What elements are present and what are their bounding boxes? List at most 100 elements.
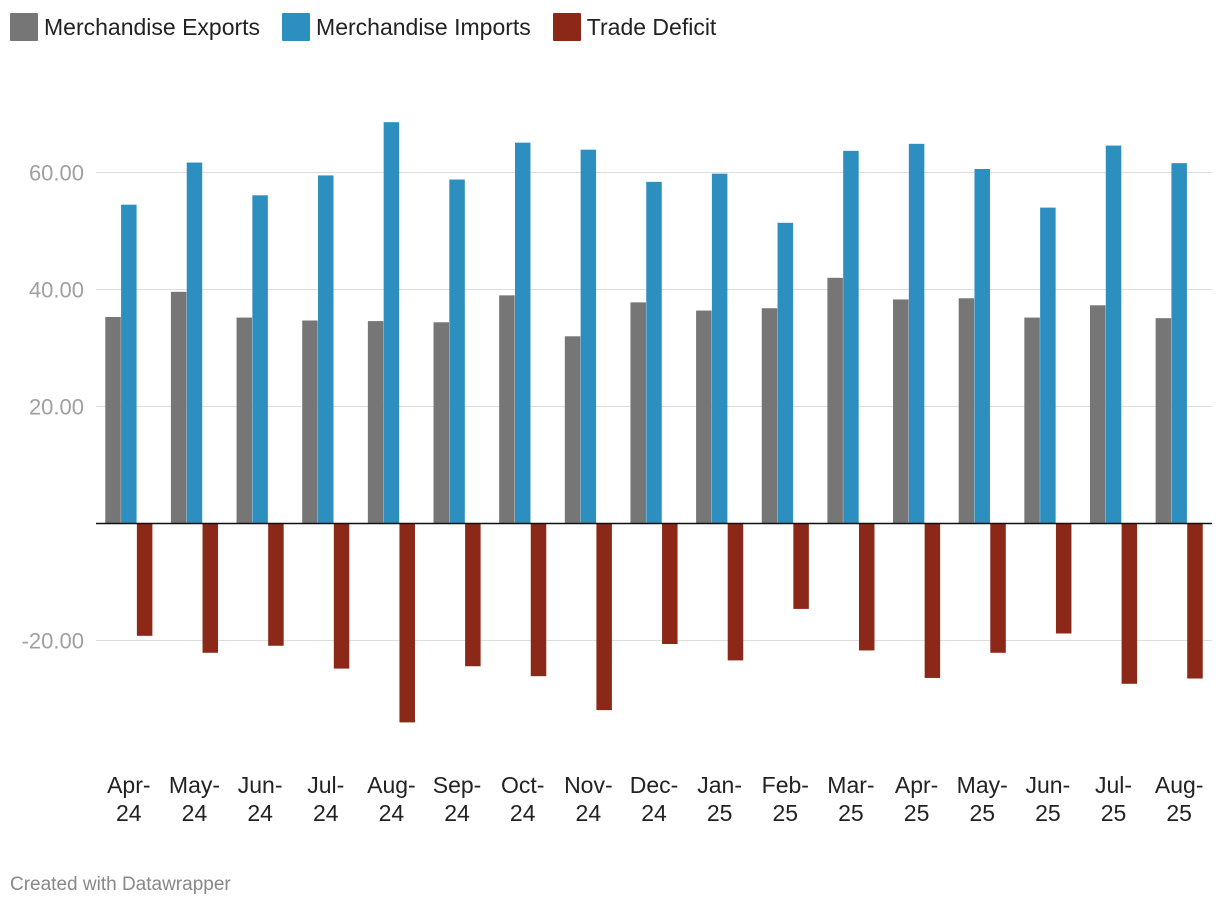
deficit-bar <box>202 523 219 653</box>
imports-bar <box>711 173 728 524</box>
y-tick-label: 20.00 <box>29 395 84 420</box>
x-tick-label: Jul-25 <box>1095 772 1132 826</box>
imports-bar <box>646 181 662 524</box>
exports-bar <box>367 321 384 524</box>
x-tick-label-line: 24 <box>444 800 470 826</box>
exports-bar <box>433 322 450 524</box>
exports-bar <box>302 320 318 524</box>
exports-bar <box>630 302 646 524</box>
deficit-bar <box>399 523 415 723</box>
x-tick-label-line: 25 <box>772 800 798 826</box>
deficit-bar <box>662 523 678 645</box>
x-tick-label-line: Feb- <box>762 772 809 798</box>
exports-bar <box>1024 317 1040 524</box>
imports-bar <box>186 162 203 524</box>
deficit-bar <box>465 523 481 667</box>
x-tick-label-line: Oct- <box>501 772 544 798</box>
legend-label-exports: Merchandise Exports <box>44 13 261 40</box>
deficit-bar <box>1055 523 1072 634</box>
exports-bar <box>761 308 778 524</box>
deficit-bar <box>1121 523 1138 684</box>
x-tick-label-line: Aug- <box>367 772 416 798</box>
x-tick-label-line: 24 <box>247 800 273 826</box>
x-tick-label-line: Jan- <box>697 772 742 798</box>
legend-label-imports: Merchandise Imports <box>316 13 531 40</box>
x-tick-label-line: Aug- <box>1155 772 1204 798</box>
legend-item-imports: Merchandise Imports <box>282 13 531 41</box>
imports-bar <box>252 195 268 524</box>
exports-bar <box>564 336 581 524</box>
legend-item-deficit: Trade Deficit <box>552 13 717 41</box>
imports-bar <box>1105 145 1122 524</box>
x-tick-label: Aug-25 <box>1155 772 1204 826</box>
imports-bar <box>908 143 925 524</box>
exports-bar <box>499 295 515 524</box>
x-tick-label-line: 25 <box>969 800 995 826</box>
imports-bar <box>1040 207 1056 524</box>
deficit-bar <box>596 523 612 711</box>
x-tick-label-line: Jun- <box>238 772 283 798</box>
x-tick-label-line: Sep- <box>433 772 482 798</box>
x-tick-label: Nov-24 <box>564 772 613 826</box>
legend-swatch-exports <box>10 13 38 41</box>
exports-bar <box>893 299 909 524</box>
imports-bar <box>1171 163 1187 524</box>
x-tick-label-line: 24 <box>510 800 536 826</box>
x-tick-label-line: Jun- <box>1026 772 1071 798</box>
imports-bar <box>514 142 531 524</box>
deficit-bar <box>727 523 744 661</box>
exports-bar <box>105 316 121 524</box>
imports-bar <box>777 222 794 524</box>
exports-bar <box>170 291 187 524</box>
exports-bar <box>1089 305 1106 524</box>
imports-bar <box>121 204 137 524</box>
x-tick-label: Apr-25 <box>895 772 938 826</box>
x-tick-label-line: 24 <box>116 800 142 826</box>
imports-bar <box>974 168 990 524</box>
x-tick-label-line: 24 <box>182 800 208 826</box>
exports-bar <box>236 317 253 524</box>
exports-bar <box>958 298 975 524</box>
x-tick-label-line: 24 <box>379 800 405 826</box>
deficit-bar <box>990 523 1006 653</box>
x-tick-label-line: Nov- <box>564 772 613 798</box>
legend-swatch-deficit <box>552 13 581 41</box>
x-tick-label-line: 24 <box>641 800 667 826</box>
imports-bar <box>580 149 597 524</box>
x-tick-label-line: 25 <box>838 800 864 826</box>
footer-credit: Created with Datawrapper <box>10 874 231 895</box>
x-tick-label-line: 25 <box>904 800 930 826</box>
y-tick-label: 60.00 <box>29 161 84 186</box>
x-tick-label: Jan-25 <box>697 772 742 826</box>
exports-bar <box>696 310 712 524</box>
legend-swatch-imports <box>282 13 311 41</box>
deficit-bar <box>333 523 350 669</box>
legend-label-deficit: Trade Deficit <box>586 13 717 40</box>
x-tick-label-line: 25 <box>1166 800 1192 826</box>
x-tick-label-line: May- <box>169 772 220 798</box>
x-tick-label-line: May- <box>957 772 1008 798</box>
x-tick-label: Mar-25 <box>827 772 874 826</box>
deficit-bar <box>793 523 809 609</box>
exports-bar <box>1155 318 1172 524</box>
imports-bar <box>843 150 859 524</box>
deficit-bar <box>136 523 153 636</box>
imports-bar <box>449 179 465 524</box>
x-tick-label: Apr-24 <box>107 772 150 826</box>
x-tick-label: Jun-25 <box>1026 772 1071 826</box>
x-tick-label-line: 25 <box>1101 800 1127 826</box>
deficit-bar <box>530 523 547 677</box>
y-tick-label: 40.00 <box>29 278 84 303</box>
x-tick-label: May-24 <box>169 772 220 826</box>
chart-legend: Merchandise Exports Merchandise Imports … <box>10 13 738 41</box>
x-tick-label-line: Mar- <box>827 772 874 798</box>
x-tick-label-line: 25 <box>1035 800 1061 826</box>
x-tick-label-line: Apr- <box>895 772 938 798</box>
imports-bar <box>383 122 400 524</box>
x-tick-label: Oct-24 <box>501 772 544 826</box>
x-tick-label: Jul-24 <box>307 772 344 826</box>
x-tick-label: Jun-24 <box>238 772 283 826</box>
x-tick-label: Sep-24 <box>433 772 482 826</box>
exports-bar <box>827 277 843 524</box>
